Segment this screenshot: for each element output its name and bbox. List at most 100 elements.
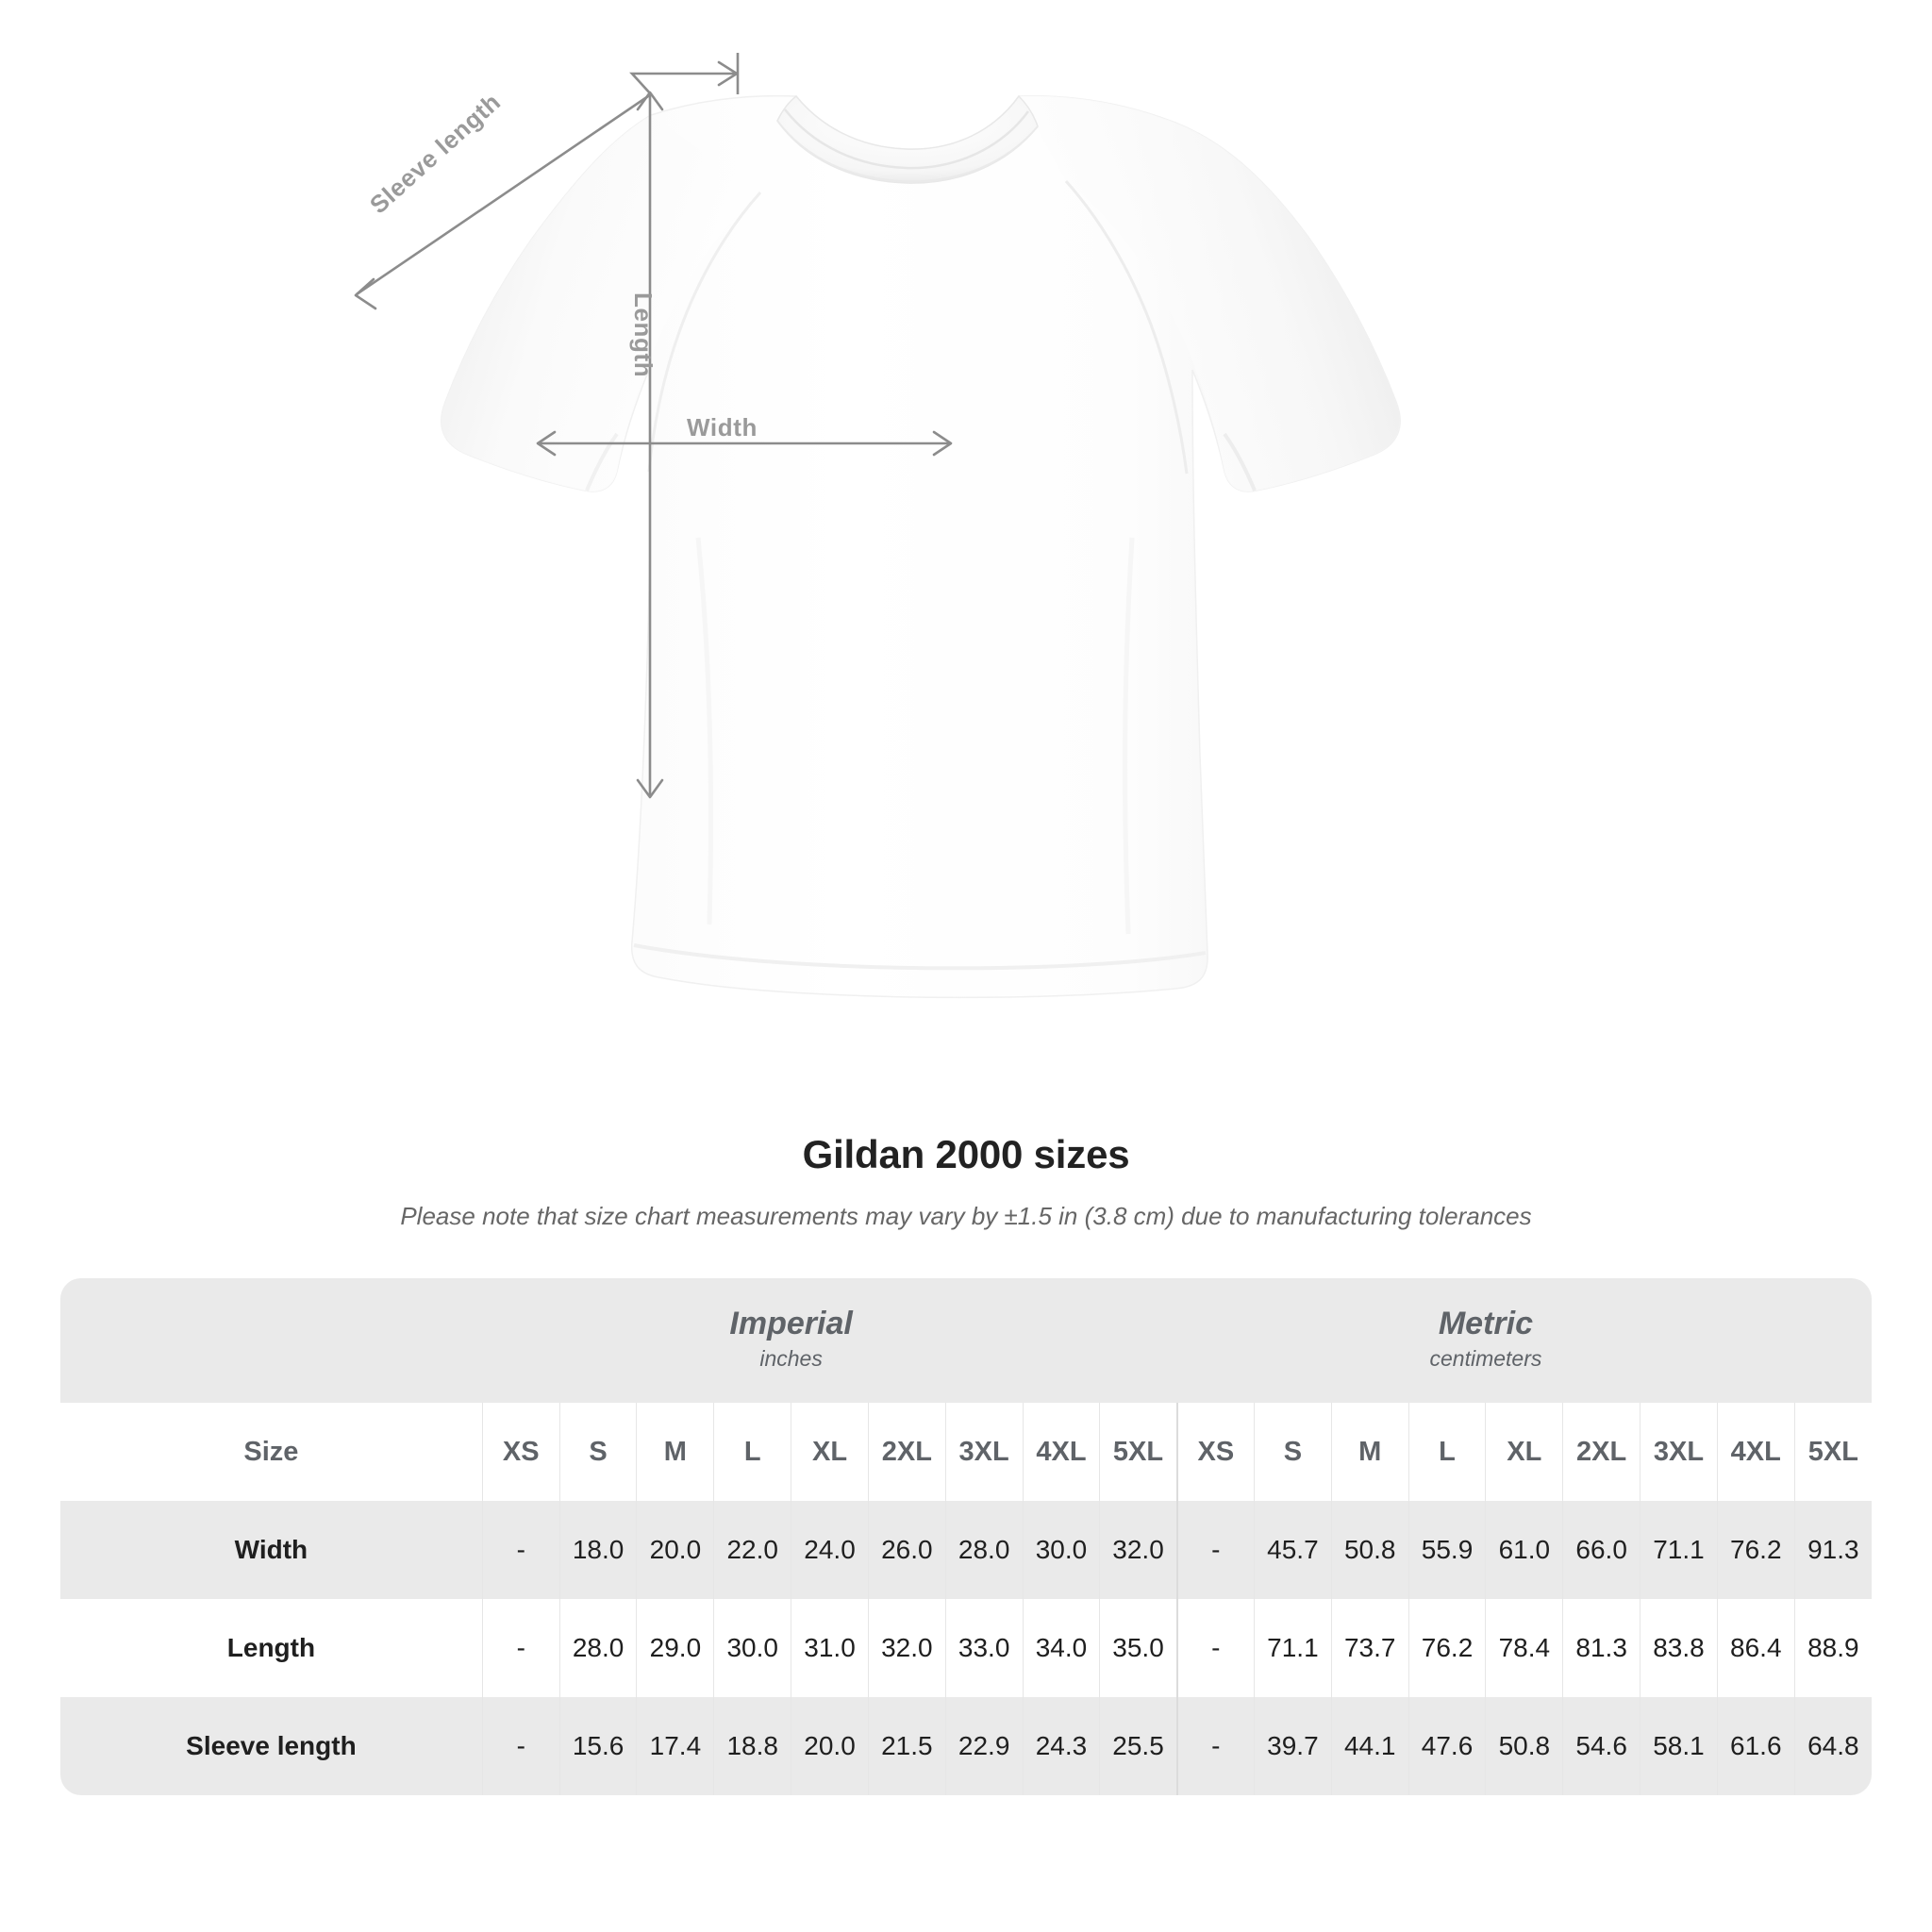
size-header-metric-m: M xyxy=(1330,1403,1409,1501)
cell-width-metric-4xl: 76.2 xyxy=(1716,1501,1795,1599)
cell-length-metric-xs: - xyxy=(1175,1599,1255,1697)
cell-width-metric-2xl: 66.0 xyxy=(1562,1501,1641,1599)
cell-sleeve-length-metric-xs: - xyxy=(1175,1697,1255,1795)
cell-sleeve-length-metric-3xl: 58.1 xyxy=(1640,1697,1718,1795)
size-header-imperial-xl: XL xyxy=(791,1403,869,1501)
size-header-metric-3xl: 3XL xyxy=(1640,1403,1718,1501)
cell-length-metric-3xl: 83.8 xyxy=(1640,1599,1718,1697)
unit-sub-metric: centimeters xyxy=(1429,1346,1542,1372)
row-header-length: Length xyxy=(60,1599,483,1697)
cell-sleeve-length-metric-5xl: 64.8 xyxy=(1793,1697,1872,1795)
cell-sleeve-length-metric-2xl: 54.6 xyxy=(1562,1697,1641,1795)
cell-sleeve-length-metric-xl: 50.8 xyxy=(1485,1697,1563,1795)
size-header-imperial-l: L xyxy=(713,1403,791,1501)
cell-sleeve-length-metric-s: 39.7 xyxy=(1253,1697,1332,1795)
cell-length-metric-4xl: 86.4 xyxy=(1716,1599,1795,1697)
cell-sleeve-length-imperial-m: 17.4 xyxy=(636,1697,714,1795)
size-header-imperial-xs: XS xyxy=(481,1403,560,1501)
cell-sleeve-length-metric-l: 47.6 xyxy=(1407,1697,1486,1795)
cell-length-metric-s: 71.1 xyxy=(1253,1599,1332,1697)
size-header-metric-5xl: 5XL xyxy=(1793,1403,1872,1501)
tolerance-note: Please note that size chart measurements… xyxy=(400,1202,1532,1230)
cell-width-metric-xs: - xyxy=(1175,1501,1255,1599)
size-header-metric-s: S xyxy=(1253,1403,1332,1501)
tshirt-illustration xyxy=(415,94,1528,1094)
cell-width-imperial-4xl: 30.0 xyxy=(1022,1501,1100,1599)
cell-width-metric-l: 55.9 xyxy=(1407,1501,1486,1599)
column-header-size: Size xyxy=(60,1403,483,1501)
width-label: Width xyxy=(687,413,758,441)
cell-length-metric-m: 73.7 xyxy=(1330,1599,1409,1697)
cell-length-imperial-5xl: 35.0 xyxy=(1099,1599,1177,1697)
cell-length-imperial-m: 29.0 xyxy=(636,1599,714,1697)
cell-length-metric-2xl: 81.3 xyxy=(1562,1599,1641,1697)
size-header-metric-4xl: 4XL xyxy=(1716,1403,1795,1501)
cell-sleeve-length-metric-4xl: 61.6 xyxy=(1716,1697,1795,1795)
cell-width-imperial-m: 20.0 xyxy=(636,1501,714,1599)
size-header-metric-2xl: 2XL xyxy=(1562,1403,1641,1501)
size-header-imperial-4xl: 4XL xyxy=(1022,1403,1100,1501)
sleeve-arrowhead-start xyxy=(354,277,377,310)
size-chart-table-wrap: Imperial inches Metric centimeters Size XS S M L… xyxy=(60,1278,1872,1795)
unit-sub-imperial: inches xyxy=(759,1346,823,1372)
cell-width-imperial-2xl: 26.0 xyxy=(867,1501,946,1599)
cell-sleeve-length-imperial-l: 18.8 xyxy=(713,1697,791,1795)
table-row: Length -28.0 29.0 30.0 31.0 32.0 33.0 34.0 35.0-… xyxy=(60,1599,1872,1697)
cell-length-metric-5xl: 88.9 xyxy=(1793,1599,1872,1697)
cell-width-metric-3xl: 71.1 xyxy=(1640,1501,1718,1599)
size-header-row: Size XS S M L XL 2XL 3XL 4XL 5XL XS S M L XL 2XL 3XL 4XL 5… xyxy=(60,1403,1872,1501)
size-header-imperial-5xl: 5XL xyxy=(1099,1403,1177,1501)
cell-width-metric-5xl: 91.3 xyxy=(1793,1501,1872,1599)
row-header-sleeve-length: Sleeve length xyxy=(60,1697,483,1795)
unit-spacer xyxy=(60,1278,483,1403)
cell-width-imperial-l: 22.0 xyxy=(713,1501,791,1599)
cell-sleeve-length-imperial-5xl: 25.5 xyxy=(1099,1697,1177,1795)
size-header-metric-xl: XL xyxy=(1485,1403,1563,1501)
cell-width-imperial-xs: - xyxy=(481,1501,560,1599)
cell-width-metric-s: 45.7 xyxy=(1253,1501,1332,1599)
cell-width-metric-m: 50.8 xyxy=(1330,1501,1409,1599)
cell-length-imperial-xs: - xyxy=(481,1599,560,1697)
size-chart-table: Imperial inches Metric centimeters Size XS S M L… xyxy=(60,1278,1872,1795)
length-label: Length xyxy=(629,292,658,378)
row-header-width: Width xyxy=(60,1501,483,1599)
cell-width-imperial-5xl: 32.0 xyxy=(1099,1501,1177,1599)
cell-width-metric-xl: 61.0 xyxy=(1485,1501,1563,1599)
cell-length-metric-l: 76.2 xyxy=(1407,1599,1486,1697)
cell-length-imperial-3xl: 33.0 xyxy=(944,1599,1024,1697)
cell-length-imperial-l: 30.0 xyxy=(713,1599,791,1697)
cell-sleeve-length-metric-m: 44.1 xyxy=(1330,1697,1409,1795)
page-title: Gildan 2000 sizes xyxy=(802,1132,1130,1176)
unit-name-metric: Metric xyxy=(1438,1306,1533,1342)
cell-sleeve-length-imperial-3xl: 22.9 xyxy=(944,1697,1024,1795)
unit-header-row: Imperial inches Metric centimeters xyxy=(60,1278,1872,1403)
cell-width-imperial-s: 18.0 xyxy=(558,1501,637,1599)
table-row: Sleeve length -15.6 17.4 18.8 20.0 21.5 22.9 24… xyxy=(60,1697,1872,1795)
cell-width-imperial-3xl: 28.0 xyxy=(944,1501,1024,1599)
table-row: Width -18.0 20.0 22.0 24.0 26.0 28.0 30.0 32.0-4… xyxy=(60,1501,1872,1599)
cell-length-metric-xl: 78.4 xyxy=(1485,1599,1563,1697)
chart-title-block: Gildan 2000 sizes Please note that size … xyxy=(0,1132,1932,1231)
unit-name-imperial: Imperial xyxy=(729,1306,853,1342)
size-header-imperial-3xl: 3XL xyxy=(944,1403,1024,1501)
cell-sleeve-length-imperial-s: 15.6 xyxy=(558,1697,637,1795)
cell-sleeve-length-imperial-xs: - xyxy=(481,1697,560,1795)
sleeve-arrowhead-end xyxy=(717,60,739,87)
cell-length-imperial-xl: 31.0 xyxy=(791,1599,869,1697)
unit-header-imperial: Imperial inches xyxy=(482,1278,1100,1403)
sleeve-leader-line xyxy=(629,72,738,95)
size-header-imperial-2xl: 2XL xyxy=(867,1403,946,1501)
size-header-imperial-s: S xyxy=(558,1403,637,1501)
cell-width-imperial-xl: 24.0 xyxy=(791,1501,869,1599)
unit-header-metric: Metric centimeters xyxy=(1099,1278,1872,1403)
size-header-metric-xs: XS xyxy=(1175,1403,1255,1501)
cell-sleeve-length-imperial-xl: 20.0 xyxy=(791,1697,869,1795)
cell-sleeve-length-imperial-4xl: 24.3 xyxy=(1022,1697,1100,1795)
cell-sleeve-length-imperial-2xl: 21.5 xyxy=(867,1697,946,1795)
size-header-metric-l: L xyxy=(1407,1403,1486,1501)
cell-length-imperial-s: 28.0 xyxy=(558,1599,637,1697)
cell-length-imperial-2xl: 32.0 xyxy=(867,1599,946,1697)
size-header-imperial-m: M xyxy=(636,1403,714,1501)
tshirt-measurement-diagram: Sleeve length Length Width xyxy=(354,53,1528,1094)
cell-length-imperial-4xl: 34.0 xyxy=(1022,1599,1100,1697)
